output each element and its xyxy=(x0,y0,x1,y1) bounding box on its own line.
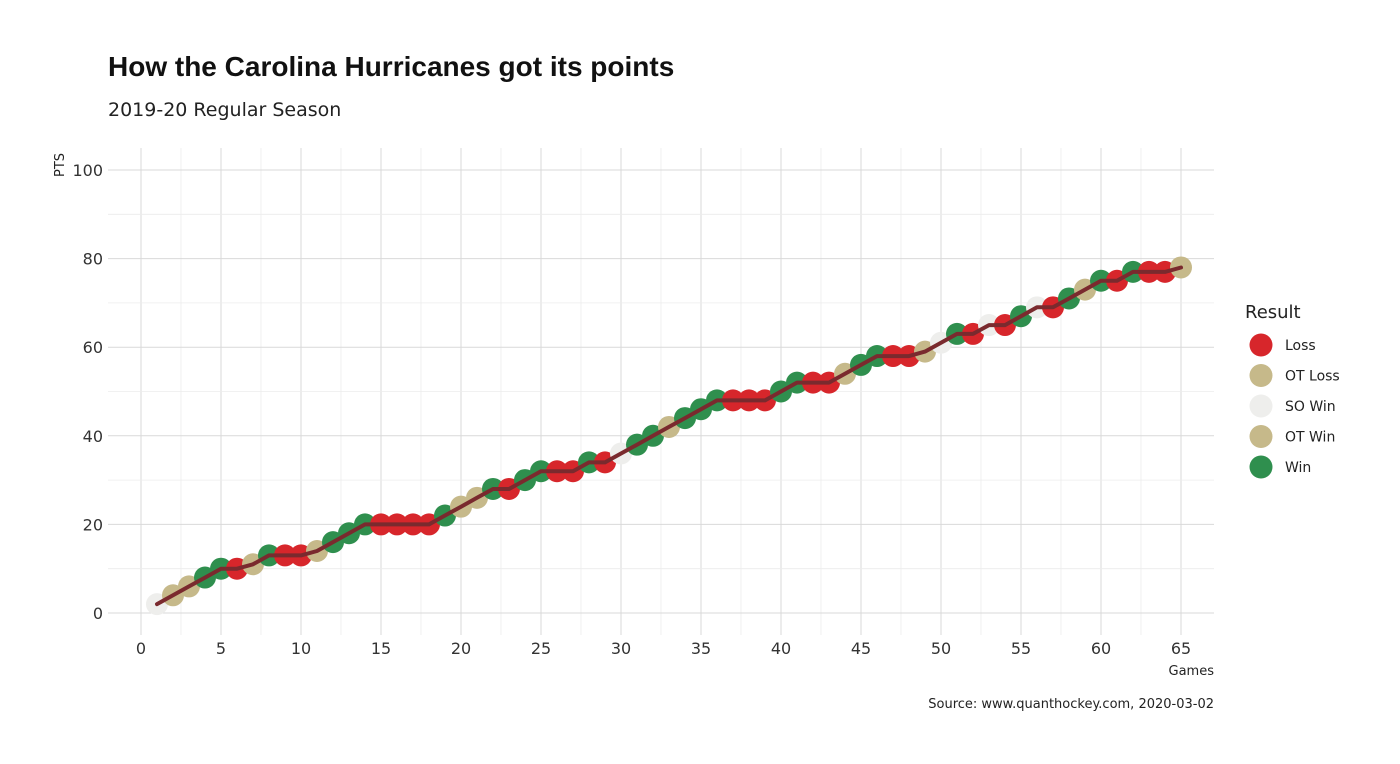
axis-ticks: 0 5 10 15 20 25 30 35 40 45 50 55 60 65 0 20 40 60 80 100 xyxy=(72,161,1191,658)
x-tick-label: 15 xyxy=(371,639,391,658)
legend-label: Win xyxy=(1285,460,1311,476)
x-tick-label: 5 xyxy=(216,639,226,658)
x-tick-label: 55 xyxy=(1011,639,1031,658)
y-tick-label: 100 xyxy=(72,161,103,180)
chart-title: How the Carolina Hurricanes got its poin… xyxy=(108,51,674,82)
grid xyxy=(108,148,1214,635)
legend-swatch xyxy=(1249,425,1273,448)
x-tick-label: 20 xyxy=(451,639,471,658)
y-tick-label: 20 xyxy=(83,515,103,534)
legend-swatch xyxy=(1249,364,1273,387)
legend: Loss OT Loss SO Win OT Win Win xyxy=(1249,333,1340,479)
legend-swatch xyxy=(1249,394,1273,418)
legend-label: OT Win xyxy=(1285,430,1335,446)
legend-title: Result xyxy=(1245,302,1301,323)
y-tick-label: 0 xyxy=(93,604,103,623)
legend-label: OT Loss xyxy=(1285,369,1340,385)
x-axis-title: Games xyxy=(1169,664,1215,679)
x-tick-label: 0 xyxy=(136,639,146,658)
x-tick-label: 65 xyxy=(1171,639,1191,658)
x-tick-label: 25 xyxy=(531,639,551,658)
chart-subtitle: 2019-20 Regular Season xyxy=(108,99,341,121)
legend-swatch xyxy=(1249,455,1273,479)
y-tick-label: 80 xyxy=(83,250,103,269)
points-line xyxy=(155,265,1183,607)
y-tick-label: 40 xyxy=(83,427,103,446)
x-tick-label: 10 xyxy=(291,639,311,658)
x-tick-label: 60 xyxy=(1091,639,1111,658)
chart-caption: Source: www.quanthockey.com, 2020-03-02 xyxy=(928,697,1214,712)
x-tick-label: 35 xyxy=(691,639,711,658)
y-tick-label: 60 xyxy=(83,338,103,357)
legend-label: SO Win xyxy=(1285,399,1336,415)
cumulative-points-line xyxy=(155,265,1183,607)
legend-label: Loss xyxy=(1285,338,1316,354)
legend-swatch xyxy=(1249,333,1273,357)
x-tick-label: 50 xyxy=(931,639,951,658)
x-tick-label: 45 xyxy=(851,639,871,658)
y-axis-title: PTS xyxy=(53,153,68,177)
x-tick-label: 40 xyxy=(771,639,791,658)
x-tick-label: 30 xyxy=(611,639,631,658)
